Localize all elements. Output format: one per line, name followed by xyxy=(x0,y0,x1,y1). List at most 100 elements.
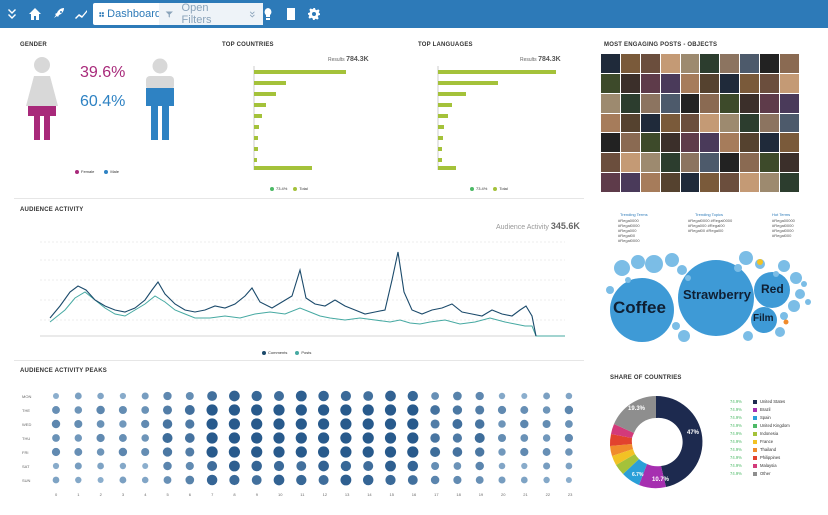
post-thumbnail[interactable] xyxy=(620,73,640,93)
peak-dot[interactable] xyxy=(318,390,329,402)
post-thumbnail[interactable] xyxy=(640,133,660,153)
post-thumbnail[interactable] xyxy=(640,54,660,73)
post-thumbnail[interactable] xyxy=(760,93,780,113)
peak-dot[interactable] xyxy=(119,392,126,400)
peak-dot[interactable] xyxy=(407,446,419,458)
post-thumbnail[interactable] xyxy=(740,173,760,192)
peak-dot[interactable] xyxy=(340,474,352,486)
peak-dot[interactable] xyxy=(453,462,462,470)
post-thumbnail[interactable] xyxy=(660,93,680,113)
peak-dot[interactable] xyxy=(385,460,396,472)
peak-dot[interactable] xyxy=(318,446,330,458)
bulb-icon[interactable] xyxy=(258,0,278,28)
peak-dot[interactable] xyxy=(163,461,172,471)
peak-dot[interactable] xyxy=(318,432,330,444)
peak-dot[interactable] xyxy=(542,419,551,429)
post-thumbnail[interactable] xyxy=(700,153,720,173)
post-thumbnail[interactable] xyxy=(760,173,780,192)
peak-dot[interactable] xyxy=(162,447,173,457)
post-thumbnail[interactable] xyxy=(601,133,620,153)
peak-dot[interactable] xyxy=(520,447,529,457)
post-thumbnail[interactable] xyxy=(780,153,799,173)
peak-dot[interactable] xyxy=(273,446,285,458)
peak-dot[interactable] xyxy=(498,448,506,456)
post-thumbnail[interactable] xyxy=(660,73,680,93)
topic-term[interactable]: #Regal0000 xyxy=(618,223,640,228)
post-thumbnail[interactable] xyxy=(760,133,780,153)
post-thumbnail[interactable] xyxy=(700,73,720,93)
post-thumbnail[interactable] xyxy=(740,133,760,153)
peak-dot[interactable] xyxy=(475,476,484,484)
peak-dot[interactable] xyxy=(430,419,440,429)
peak-dot[interactable] xyxy=(185,447,195,457)
peak-dot[interactable] xyxy=(273,390,285,402)
peak-dot[interactable] xyxy=(74,406,83,414)
peak-dot[interactable] xyxy=(52,434,60,442)
donut-segment-spain[interactable] xyxy=(623,459,647,485)
post-thumbnail[interactable] xyxy=(740,93,760,113)
peak-dot[interactable] xyxy=(74,434,82,442)
topic-term[interactable]: #Regal0000 xyxy=(772,223,794,228)
peak-dot[interactable] xyxy=(273,418,285,430)
peak-dot[interactable] xyxy=(295,404,307,416)
peak-dot[interactable] xyxy=(340,390,351,402)
peak-dot[interactable] xyxy=(141,392,149,400)
peak-dot[interactable] xyxy=(141,406,150,414)
peak-dot[interactable] xyxy=(407,404,419,416)
peak-dot[interactable] xyxy=(206,418,218,430)
peak-dot[interactable] xyxy=(385,390,396,402)
peak-dot[interactable] xyxy=(498,420,506,428)
peak-dot[interactable] xyxy=(362,446,374,458)
peak-dot[interactable] xyxy=(118,434,127,442)
peak-dot[interactable] xyxy=(273,432,285,444)
peak-dot[interactable] xyxy=(162,405,173,415)
peak-dot[interactable] xyxy=(565,462,573,470)
post-thumbnail[interactable] xyxy=(740,153,760,173)
peak-dot[interactable] xyxy=(251,390,262,402)
peak-dot[interactable] xyxy=(96,433,105,443)
peak-dot[interactable] xyxy=(565,448,573,456)
post-thumbnail[interactable] xyxy=(640,173,660,192)
share-legend-row[interactable]: 74.9% Other xyxy=(730,470,790,478)
peak-dot[interactable] xyxy=(206,432,218,444)
peak-dot[interactable] xyxy=(207,391,218,401)
peak-dot[interactable] xyxy=(543,476,550,484)
peak-dot[interactable] xyxy=(141,419,150,429)
peak-dot[interactable] xyxy=(520,406,529,414)
tab-dashboard[interactable]: Dashboard xyxy=(93,3,167,25)
peak-dot[interactable] xyxy=(273,460,285,472)
peak-dot[interactable] xyxy=(185,461,194,471)
peak-dot[interactable] xyxy=(384,432,397,444)
peak-dot[interactable] xyxy=(407,418,419,430)
donut-segment-philippines[interactable] xyxy=(609,434,632,446)
peak-dot[interactable] xyxy=(384,404,397,416)
peak-dot[interactable] xyxy=(453,475,462,485)
peak-dot[interactable] xyxy=(452,419,463,429)
peak-dot[interactable] xyxy=(141,434,149,442)
post-thumbnail[interactable] xyxy=(680,113,700,133)
donut-segment-malaysia[interactable] xyxy=(611,424,634,438)
peak-dot[interactable] xyxy=(362,432,374,444)
post-thumbnail[interactable] xyxy=(720,153,740,173)
peak-dot[interactable] xyxy=(142,462,149,470)
post-thumbnail[interactable] xyxy=(640,93,660,113)
peak-dot[interactable] xyxy=(520,434,529,442)
post-thumbnail[interactable] xyxy=(601,113,620,133)
peak-dot[interactable] xyxy=(228,460,240,472)
peak-dot[interactable] xyxy=(452,433,462,443)
topic-term[interactable]: #Regal00 xyxy=(618,233,636,238)
peak-dot[interactable] xyxy=(228,432,240,444)
post-thumbnail[interactable] xyxy=(660,133,680,153)
peak-dot[interactable] xyxy=(542,406,551,414)
peak-dot[interactable] xyxy=(363,460,374,472)
peak-dot[interactable] xyxy=(340,446,352,458)
peak-dot[interactable] xyxy=(475,461,484,471)
post-thumbnail[interactable] xyxy=(620,173,640,192)
share-legend-row[interactable]: 74.9% Philippines xyxy=(730,454,790,462)
topic-term[interactable]: #Regal0000 xyxy=(772,228,794,233)
post-thumbnail[interactable] xyxy=(720,93,740,113)
peak-dot[interactable] xyxy=(407,475,418,485)
peak-dot[interactable] xyxy=(295,418,307,430)
post-thumbnail[interactable] xyxy=(720,73,740,93)
peak-dot[interactable] xyxy=(564,405,574,415)
